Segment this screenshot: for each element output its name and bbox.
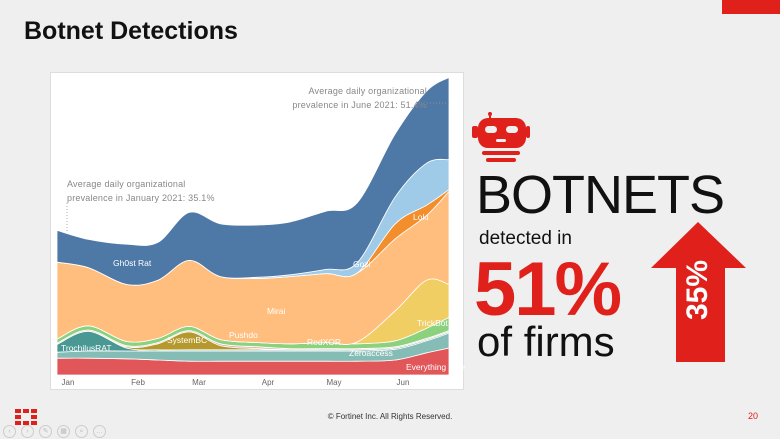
previous-slide-button[interactable]: ‹ (3, 425, 16, 438)
annotation-january: Average daily organizational prevalence … (67, 179, 215, 203)
of-firms-text: of firms (477, 318, 615, 365)
annotation-june: Average daily organizational prevalence … (287, 84, 427, 112)
more-options-button[interactable]: … (93, 425, 106, 438)
detected-in-text: detected in (479, 228, 572, 249)
label-zeroaccess: Zeroaccess (349, 348, 393, 358)
up-arrow-icon (651, 222, 746, 362)
label-trickbot: TrickBot (417, 318, 448, 328)
x-tick-mar: Mar (192, 378, 206, 387)
label-mirai: Mirai (267, 306, 286, 316)
increase-label: 35% (681, 259, 714, 321)
x-tick-feb: Feb (131, 378, 145, 387)
pen-tool-button[interactable]: ✎ (39, 425, 52, 438)
slide-title: Botnet Detections (24, 17, 238, 45)
chart-panel: Average daily organizational prevalence … (50, 72, 466, 390)
botnets-headline: BOTNETS (476, 165, 725, 225)
footer-copyright: © Fortinet Inc. All Rights Reserved. (327, 412, 453, 421)
page-number: 20 (748, 411, 759, 421)
x-tick-apr: Apr (261, 378, 275, 387)
streamgraph-chart (56, 76, 450, 376)
label-loki: Loki (413, 212, 429, 222)
label-trochilusrat: TrochilusRAT (61, 343, 112, 353)
percent-firms: 51% (474, 247, 622, 332)
area-gh0st-rat (56, 76, 450, 286)
x-tick-jun: Jun (396, 378, 410, 387)
label-everything-else: Everything Else (406, 362, 466, 372)
x-tick-may: May (326, 378, 342, 387)
label-gh0st-rat: Gh0st Rat (113, 258, 152, 268)
fortinet-logo (15, 409, 37, 425)
annotation-june-text: Average daily organizational prevalence … (292, 86, 427, 110)
x-tick-jan: Jan (61, 378, 75, 387)
brand-bar (722, 0, 780, 14)
slides-view-button[interactable]: ▦ (57, 425, 70, 438)
zoom-button[interactable]: ⌕ (75, 425, 88, 438)
label-pushdo: Pushdo (229, 330, 258, 340)
robot-icon (472, 112, 530, 162)
next-slide-button[interactable]: › (21, 425, 34, 438)
label-gozi: Gozi (353, 259, 371, 269)
label-redxor: RedXOR (307, 337, 342, 347)
label-systembc: SystemBC (167, 335, 208, 345)
